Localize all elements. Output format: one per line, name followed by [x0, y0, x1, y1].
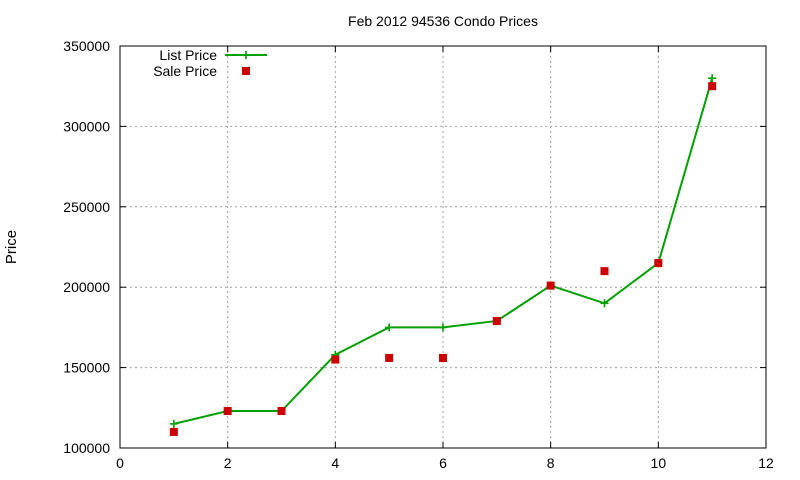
y-tick-label: 200000 [63, 279, 110, 295]
data-point-plus [385, 323, 394, 332]
x-tick-label: 10 [651, 455, 667, 471]
data-point-square [169, 427, 178, 436]
chart-title: Feb 2012 94536 Condo Prices [348, 13, 538, 29]
data-point-square [277, 407, 286, 416]
x-tick-label: 0 [116, 455, 124, 471]
y-axis-title: Price [3, 230, 20, 264]
legend-marker-square [242, 67, 250, 75]
data-point-plus [169, 419, 178, 428]
y-tick-label: 100000 [63, 440, 110, 456]
x-tick-label: 6 [439, 455, 447, 471]
data-point-plus [439, 323, 447, 332]
data-point-square [331, 355, 340, 364]
y-tick-label: 250000 [63, 199, 110, 215]
x-tick-label: 2 [224, 455, 232, 471]
series-layer [169, 74, 717, 436]
data-point-square [492, 316, 501, 325]
legend-label: List Price [159, 47, 217, 63]
y-tick-label: 150000 [63, 360, 110, 376]
data-point-square [708, 82, 717, 91]
y-tick-label: 350000 [63, 38, 110, 54]
series-sale-price [169, 82, 717, 436]
legend-label: Sale Price [153, 63, 217, 79]
y-tick-label: 300000 [63, 118, 110, 134]
legend-marker-plus [242, 51, 250, 59]
data-point-square [654, 259, 663, 268]
data-point-square [439, 353, 447, 362]
data-point-plus [708, 74, 717, 83]
data-point-square [546, 281, 555, 290]
x-tick-label: 8 [547, 455, 555, 471]
axis-ticks: 0 2 4 6 8 10 12 100000 150000 200000 250000 300000 3… [63, 38, 774, 471]
data-point-plus [600, 299, 609, 308]
x-tick-label: 12 [758, 455, 774, 471]
data-point-square [385, 353, 394, 362]
data-point-square [223, 407, 232, 416]
data-point-square [600, 267, 609, 276]
grid-lines [120, 46, 766, 448]
x-tick-label: 4 [331, 455, 339, 471]
